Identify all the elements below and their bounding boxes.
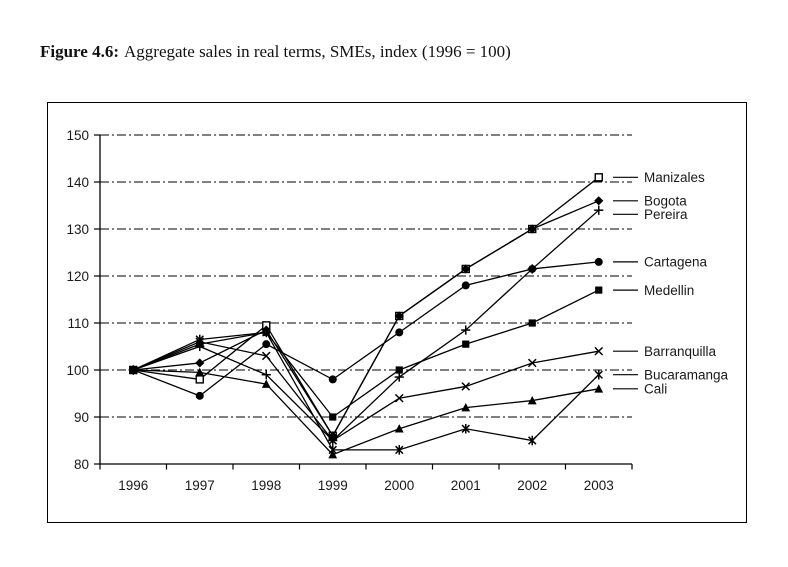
- point-medellin-2001: [462, 340, 470, 348]
- point-barranquilla-1998: [261, 351, 271, 361]
- point-cartagena-2000: [395, 328, 404, 337]
- y-tick-label-130: 130: [66, 222, 89, 237]
- point-bucaramanga-2002: [528, 436, 537, 445]
- point-barranquilla-2003: [594, 346, 604, 356]
- point-medellin-2003: [595, 286, 603, 294]
- point-medellin-2002: [528, 319, 536, 327]
- point-bucaramanga-1999: [328, 445, 337, 455]
- point-cali-2002: [527, 395, 537, 405]
- line-pereira: [133, 209, 600, 442]
- x-tick-label-2002: 2002: [517, 478, 547, 493]
- y-tick-label-100: 100: [66, 363, 89, 378]
- x-tick-label-1998: 1998: [251, 478, 281, 493]
- point-bogota-2002: [527, 224, 537, 234]
- figure-caption: Aggregate sales in real terms, SMEs, ind…: [124, 42, 511, 61]
- legend-label-pereira: Pereira: [644, 207, 688, 222]
- line-cartagena: [133, 261, 599, 397]
- x-tick-label-1999: 1999: [318, 478, 348, 493]
- legend-label-bogota: Bogota: [644, 194, 687, 209]
- point-bucaramanga-1998: [262, 328, 271, 337]
- y-tick-label-90: 90: [74, 410, 89, 425]
- point-cali-2000: [394, 424, 404, 433]
- point-cali-2003: [594, 384, 604, 393]
- point-bogota-2001: [461, 264, 471, 274]
- point-cali-1998: [261, 379, 271, 388]
- point-medellin-1999: [329, 413, 337, 421]
- point-medellin-2000: [395, 366, 403, 374]
- y-tick-label-150: 150: [66, 128, 89, 143]
- point-barranquilla-2002: [527, 358, 537, 368]
- y-tick-label-80: 80: [74, 457, 89, 472]
- legend-label-barranquilla: Barranquilla: [644, 344, 717, 359]
- point-bucaramanga-2000: [395, 445, 404, 455]
- point-barranquilla-1999: [328, 436, 338, 445]
- point-cartagena-2001: [461, 281, 470, 290]
- point-barranquilla-2000: [394, 393, 404, 403]
- legend-label-cartagena: Cartagena: [644, 255, 708, 270]
- point-bucaramanga-2003: [594, 370, 603, 379]
- x-tick-label-1996: 1996: [118, 478, 148, 493]
- point-barranquilla-2001: [461, 382, 471, 391]
- point-cali-1997: [195, 367, 205, 377]
- x-tick-label-2003: 2003: [584, 478, 614, 493]
- figure-title: Figure 4.6: Aggregate sales in real terms…: [40, 42, 511, 62]
- point-bogota-1997: [195, 358, 205, 368]
- point-bucaramanga-2001: [461, 424, 470, 433]
- point-bogota-2000: [394, 311, 404, 321]
- line-bogota: [133, 200, 600, 438]
- point-cartagena-1999: [328, 375, 337, 384]
- legend-label-medellin: Medellin: [644, 283, 694, 298]
- y-tick-label-110: 110: [67, 316, 89, 331]
- line-bucaramanga: [132, 331, 600, 451]
- line-barranquilla: [132, 341, 599, 442]
- point-cali-2001: [461, 403, 471, 412]
- line-medellin: [133, 289, 600, 418]
- point-bucaramanga-1997: [195, 335, 204, 344]
- figure-label: Figure 4.6:: [40, 42, 120, 61]
- point-cartagena-1998: [262, 340, 271, 349]
- x-tick-label-2000: 2000: [384, 478, 414, 493]
- point-cali-1999: [328, 450, 338, 459]
- point-manizales-1997: [195, 375, 204, 384]
- legend-label-manizales: Manizales: [644, 170, 705, 185]
- x-tick-label-2001: 2001: [451, 478, 481, 493]
- line-cali: [133, 369, 599, 456]
- y-tick-label-140: 140: [66, 175, 89, 190]
- point-cali-1996: [128, 365, 138, 374]
- point-cartagena-2002: [528, 264, 537, 273]
- x-tick-label-1997: 1997: [185, 478, 215, 493]
- point-cartagena-2003: [594, 257, 603, 266]
- point-cartagena-1997: [195, 391, 204, 400]
- legend-label-bucaramanga: Bucaramanga: [644, 368, 729, 383]
- point-manizales-2003: [594, 173, 603, 182]
- y-tick-label-120: 120: [66, 269, 89, 284]
- legend-label-cali: Cali: [644, 382, 667, 397]
- point-bogota-2003: [594, 196, 604, 206]
